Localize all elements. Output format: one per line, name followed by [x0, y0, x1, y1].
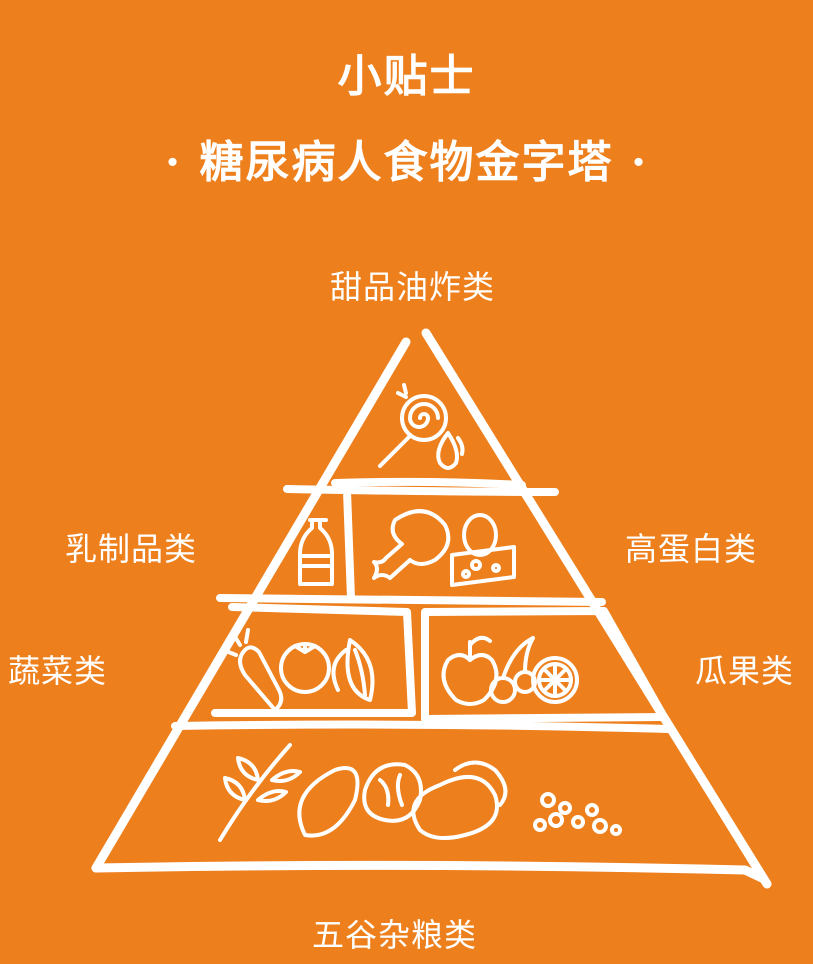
wheat-icon — [218, 743, 302, 842]
sweet-potato-icon — [297, 766, 360, 838]
label-sweets-fried: 甜品油炸类 — [330, 268, 496, 306]
leafy-greens-icon — [331, 638, 375, 702]
beans-icon — [533, 792, 622, 836]
label-fruits: 瓜果类 — [695, 652, 795, 690]
label-vegetables: 蔬菜类 — [8, 652, 108, 690]
oil-drop-icon — [436, 431, 465, 470]
potato-icon — [411, 760, 508, 841]
cheese-icon — [450, 545, 516, 587]
orange-slice-icon — [531, 656, 579, 704]
label-dairy: 乳制品类 — [65, 530, 198, 568]
milk-bottle-icon — [298, 518, 334, 586]
label-protein: 高蛋白类 — [625, 530, 758, 568]
carrot-icon — [224, 628, 284, 712]
page-title: 小贴士 — [337, 51, 476, 102]
egg-icon — [462, 513, 498, 557]
label-grains: 五谷杂粮类 — [312, 916, 478, 954]
lollipop-icon — [378, 383, 448, 468]
page-subtitle: · 糖尿病人食物金字塔 · — [164, 137, 649, 188]
chicken-leg-icon — [372, 509, 451, 580]
cabbage-icon — [362, 762, 423, 823]
tier-dividers — [171, 477, 672, 733]
tomato-icon — [279, 642, 331, 694]
apple-icon — [441, 635, 499, 706]
